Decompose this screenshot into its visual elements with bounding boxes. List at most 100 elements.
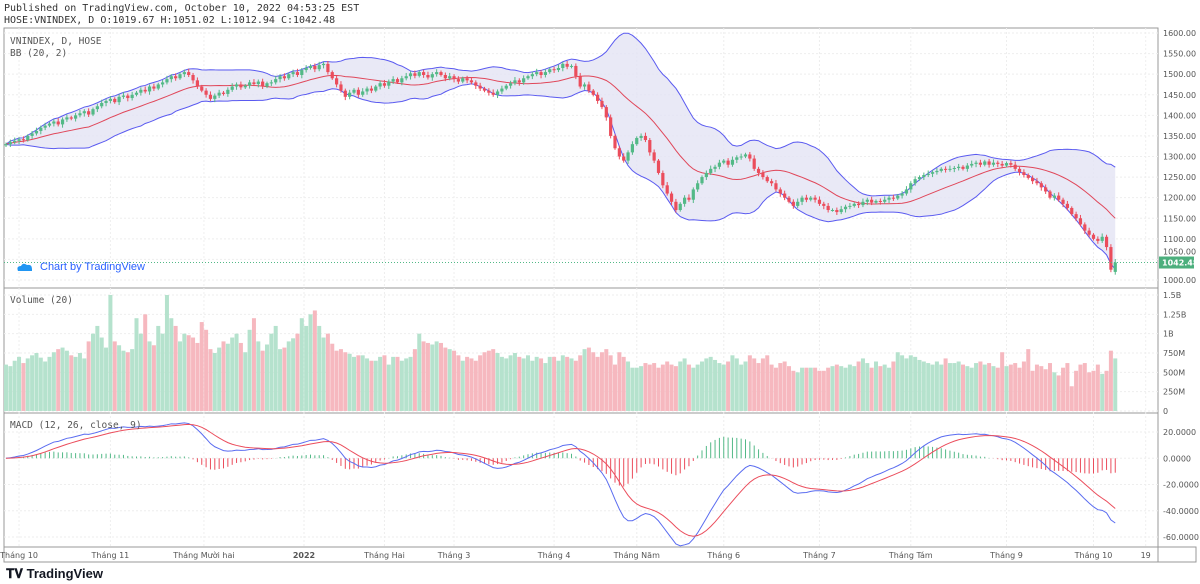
- candle: [422, 72, 426, 75]
- macd-tick-label: -20.0000: [1163, 481, 1199, 490]
- symbol-legend: VNINDEX, D, HOSE: [10, 36, 102, 47]
- candle: [417, 72, 421, 76]
- candle: [152, 86, 156, 89]
- volume-bar: [69, 355, 74, 411]
- volume-bar: [164, 295, 169, 411]
- candle: [582, 84, 587, 87]
- candle: [226, 89, 230, 94]
- volume-bar: [347, 353, 352, 411]
- volume-bar: [800, 367, 805, 411]
- candle: [978, 162, 982, 165]
- volume-bar: [247, 329, 252, 411]
- volume-bar: [752, 358, 757, 411]
- candle: [596, 94, 600, 101]
- candle: [1048, 191, 1052, 198]
- candle: [996, 162, 1000, 164]
- x-tick-label: Tháng Năm: [613, 551, 660, 560]
- volume-bar: [1052, 372, 1057, 411]
- candle: [239, 84, 243, 88]
- candle: [652, 152, 656, 161]
- volume-bar: [773, 367, 778, 411]
- candle: [874, 200, 878, 203]
- candle: [574, 65, 578, 77]
- volume-bar: [212, 353, 217, 411]
- candle: [887, 197, 891, 200]
- candle: [591, 90, 595, 95]
- volume-bar: [530, 360, 535, 411]
- volume-bar: [1074, 370, 1079, 411]
- candle: [60, 119, 65, 125]
- candle: [265, 83, 269, 87]
- candle: [256, 81, 260, 85]
- candle: [439, 72, 443, 75]
- volume-bar: [282, 347, 287, 411]
- volume-bar: [556, 360, 561, 411]
- watermark[interactable]: Chart by TradingView: [16, 261, 145, 273]
- candle: [726, 160, 730, 165]
- candle: [635, 137, 639, 145]
- volume-bar: [1087, 372, 1092, 411]
- candle: [787, 197, 791, 202]
- volume-bar: [17, 356, 22, 411]
- macd-legend[interactable]: MACD (12, 26, close, 9): [10, 420, 142, 431]
- volume-bar: [99, 337, 104, 411]
- candle: [108, 98, 112, 101]
- candle: [408, 73, 413, 77]
- candle: [1057, 195, 1061, 200]
- volume-bar: [1043, 369, 1048, 411]
- volume-legend[interactable]: Volume (20): [10, 295, 73, 306]
- volume-bar: [782, 361, 787, 411]
- candle: [287, 74, 291, 79]
- candle: [883, 199, 887, 202]
- volume-bar: [25, 358, 30, 411]
- volume-bar: [151, 345, 156, 411]
- candle: [313, 65, 317, 70]
- volume-bar: [221, 341, 226, 411]
- volume-bar: [8, 366, 13, 411]
- candle: [756, 168, 761, 173]
- candle: [930, 172, 935, 174]
- candle: [861, 201, 865, 206]
- volume-bar: [338, 349, 343, 411]
- bb-legend[interactable]: BB (20, 2): [10, 48, 68, 59]
- candle: [113, 98, 117, 103]
- volume-bar: [1061, 367, 1066, 411]
- volume-bar: [947, 363, 952, 411]
- volume-bar: [325, 333, 330, 411]
- tradingview-logo[interactable]: 𝐓𝐕 TradingView: [6, 566, 103, 582]
- volume-bar: [856, 361, 861, 411]
- x-tick-label: 19: [1141, 551, 1151, 560]
- volume-bar: [56, 349, 61, 411]
- candle: [1013, 164, 1017, 169]
- volume-bar: [634, 367, 639, 411]
- volume-bar: [495, 353, 500, 411]
- volume-bar: [373, 360, 378, 411]
- candle: [835, 210, 839, 213]
- volume-bar: [586, 347, 591, 411]
- volume-bar: [639, 366, 644, 411]
- volume-bar: [439, 342, 443, 411]
- candle: [826, 205, 830, 211]
- candle: [39, 127, 43, 131]
- candle: [248, 82, 252, 86]
- candle: [91, 109, 95, 115]
- volume-bar: [504, 358, 509, 411]
- volume-bar: [787, 366, 791, 411]
- volume-bar: [808, 367, 813, 411]
- volume-bar: [869, 367, 874, 411]
- candle: [900, 193, 904, 196]
- candle: [735, 157, 739, 160]
- volume-bar: [887, 367, 892, 411]
- volume-bar: [860, 358, 865, 411]
- volume-bar: [330, 343, 335, 411]
- volume-bar: [952, 363, 957, 411]
- volume-bar: [1017, 367, 1022, 411]
- volume-bar: [399, 360, 404, 411]
- volume-bar: [156, 325, 161, 411]
- candle: [661, 172, 665, 186]
- candle: [339, 84, 343, 91]
- volume-bar: [386, 364, 391, 411]
- volume-bar: [43, 361, 48, 411]
- x-tick-label: Tháng Hai: [363, 551, 405, 560]
